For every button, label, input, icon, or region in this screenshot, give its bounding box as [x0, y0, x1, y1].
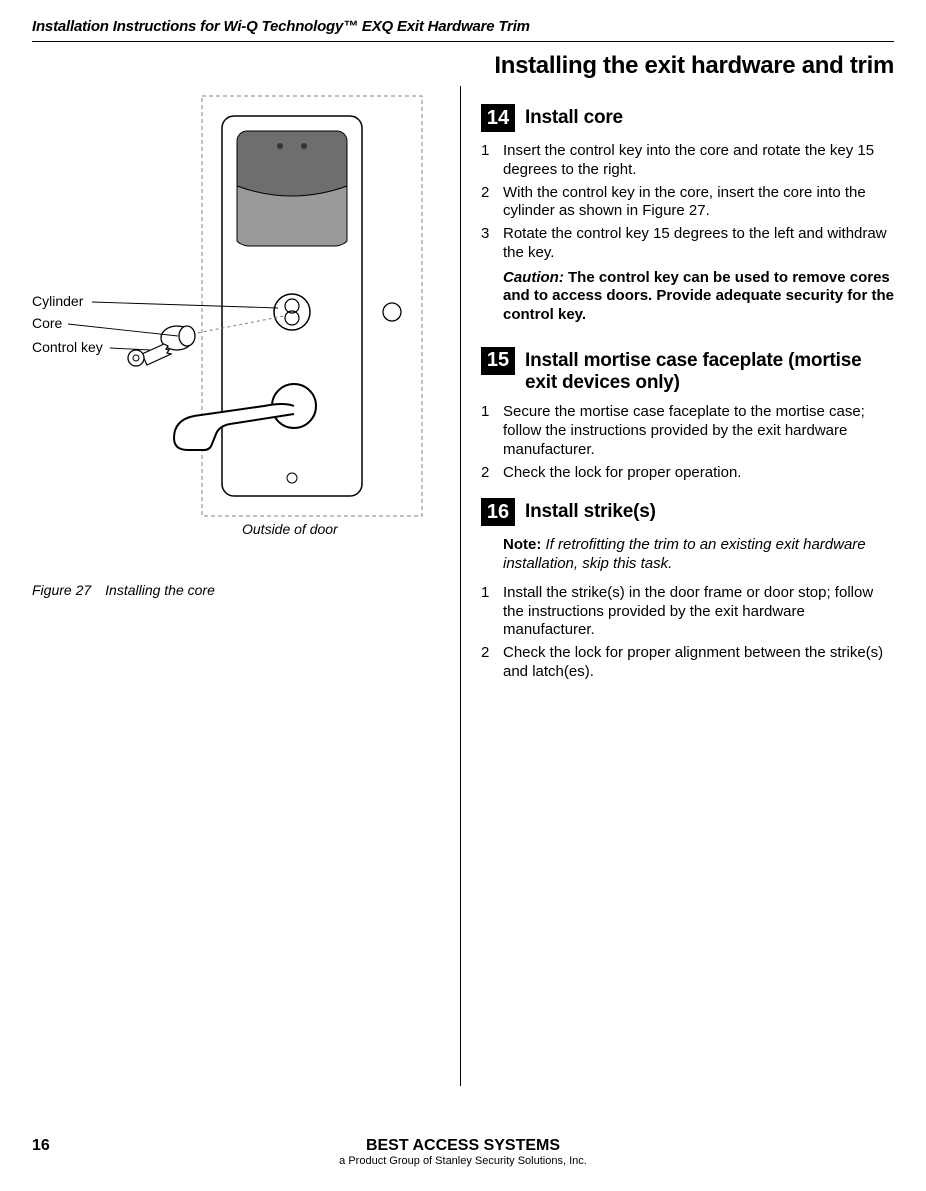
section-title: Installing the exit hardware and trim [32, 52, 894, 80]
list-item: Check the lock for proper operation. [481, 464, 894, 483]
step-badge-15: 15 [481, 347, 515, 375]
list-text: Rotate the control key 15 degrees to the… [503, 225, 894, 263]
list-item: Check the lock for proper alignment betw… [481, 644, 894, 682]
list-item: With the control key in the core, insert… [481, 184, 894, 222]
figure-subcaption: Outside of door [242, 522, 338, 536]
list-text: With the control key in the core, insert… [503, 184, 894, 222]
figure-27: Cylinder Core Control key Outside of doo… [32, 86, 440, 576]
step-14-head: 14 Install core [481, 104, 894, 132]
lock-diagram-svg [32, 86, 460, 576]
note-text: If retrofitting the trim to an existing … [503, 536, 866, 572]
top-rule [32, 41, 894, 42]
step-15-list: Secure the mortise case faceplate to the… [481, 403, 894, 482]
list-item: Secure the mortise case faceplate to the… [481, 403, 894, 459]
list-text: Insert the control key into the core and… [503, 142, 894, 180]
list-text: Check the lock for proper operation. [503, 464, 741, 483]
figure-caption: Figure 27 Installing the core [32, 582, 440, 598]
page-number: 16 [32, 1137, 50, 1155]
list-text: Secure the mortise case faceplate to the… [503, 403, 894, 459]
step-badge-14: 14 [481, 104, 515, 132]
step-badge-16: 16 [481, 498, 515, 526]
running-head: Installation Instructions for Wi-Q Techn… [32, 18, 894, 35]
footer-company: BEST ACCESS SYSTEMS [32, 1137, 894, 1155]
step-title-15: Install mortise case faceplate (mortise … [525, 347, 894, 394]
list-item: Install the strike(s) in the door frame … [481, 584, 894, 640]
cylinder-icon [274, 294, 310, 330]
step-16-head: 16 Install strike(s) [481, 498, 894, 526]
label-control-key: Control key [32, 340, 103, 354]
step-16-note: Note: If retrofitting the trim to an exi… [481, 536, 894, 574]
right-column: 14 Install core Insert the control key i… [461, 86, 894, 1086]
list-item: Insert the control key into the core and… [481, 142, 894, 180]
note-lead: Note: [503, 536, 546, 553]
step-14-list: Insert the control key into the core and… [481, 142, 894, 263]
step-title-16: Install strike(s) [525, 498, 656, 523]
list-text: Check the lock for proper alignment betw… [503, 644, 894, 682]
label-core: Core [32, 316, 62, 330]
page-footer: 16 BEST ACCESS SYSTEMS a Product Group o… [32, 1137, 894, 1167]
left-column: Cylinder Core Control key Outside of doo… [32, 86, 460, 1086]
step-14-caution: Caution: The control key can be used to … [481, 269, 894, 325]
label-cylinder: Cylinder [32, 294, 83, 308]
step-15-head: 15 Install mortise case faceplate (morti… [481, 347, 894, 394]
list-text: Install the strike(s) in the door frame … [503, 584, 894, 640]
caution-lead: Caution: [503, 269, 568, 286]
step-16-list: Install the strike(s) in the door frame … [481, 584, 894, 682]
footer-subline: a Product Group of Stanley Security Solu… [32, 1155, 894, 1167]
list-item: Rotate the control key 15 degrees to the… [481, 225, 894, 263]
step-title-14: Install core [525, 104, 623, 129]
content-columns: Cylinder Core Control key Outside of doo… [32, 86, 894, 1086]
